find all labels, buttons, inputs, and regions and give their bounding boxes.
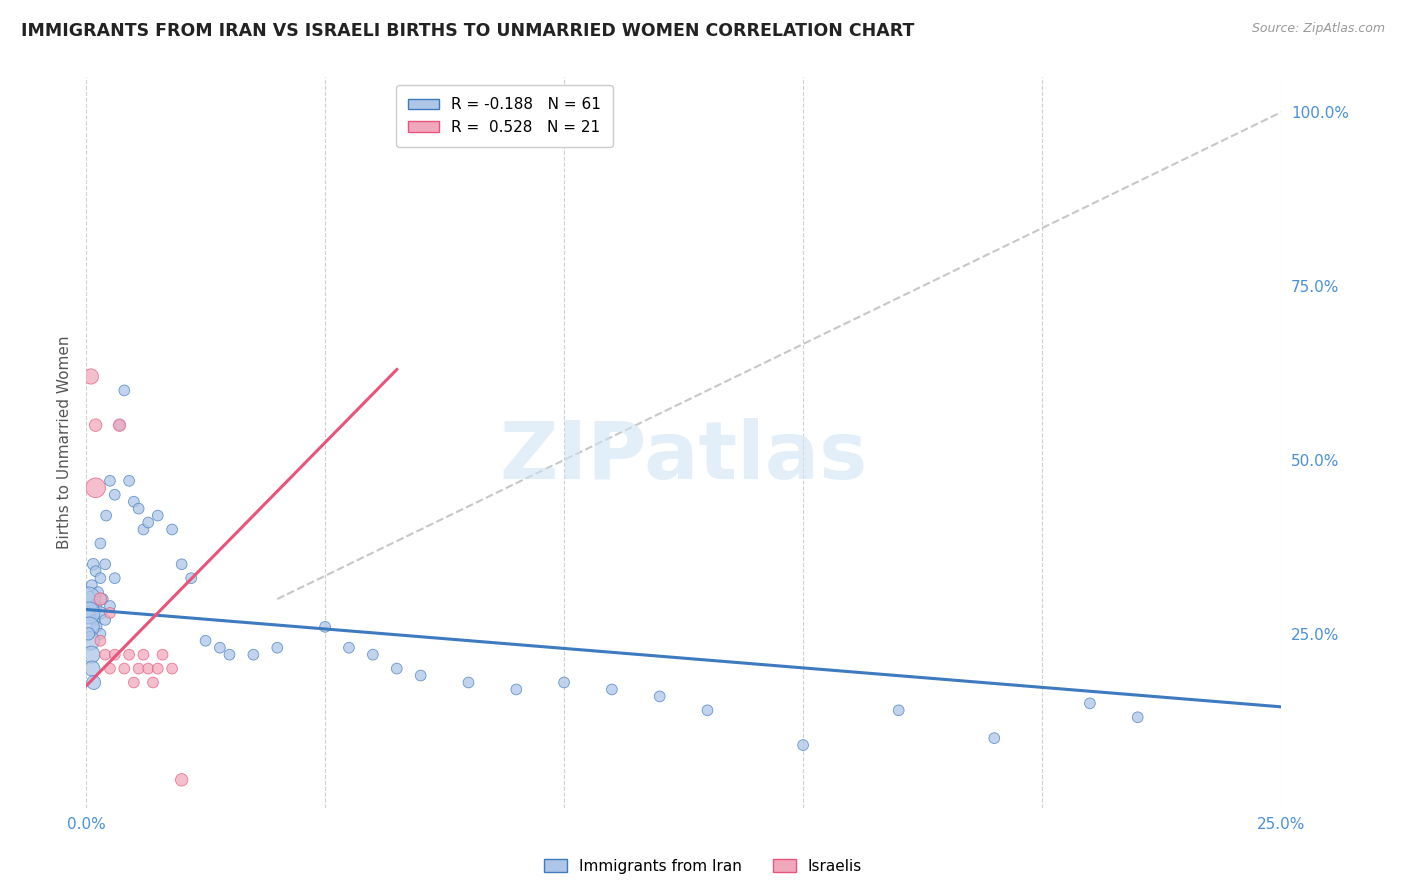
Point: [98, 599, 121, 613]
Point: [98, 606, 121, 620]
Point: [104, 648, 127, 662]
Point: [82, 662, 104, 676]
Point: [505, 682, 527, 697]
Point: [94, 558, 117, 572]
Point: [89, 571, 111, 585]
Point: [242, 648, 264, 662]
Point: [82, 558, 104, 572]
Point: [89, 606, 111, 620]
Point: [112, 662, 135, 676]
Point: [84, 418, 107, 433]
Point: [208, 640, 231, 655]
Point: [108, 418, 131, 433]
Point: [89, 592, 111, 607]
Point: [89, 536, 111, 550]
Point: [696, 703, 718, 717]
Point: [983, 731, 1005, 746]
Point: [136, 662, 159, 676]
Point: [84, 481, 107, 495]
Point: [77, 627, 100, 641]
Point: [91, 592, 114, 607]
Point: [887, 703, 910, 717]
Point: [89, 633, 111, 648]
Point: [77, 592, 100, 607]
Point: [112, 384, 135, 398]
Point: [118, 648, 141, 662]
Point: [170, 558, 193, 572]
Point: [132, 648, 155, 662]
Point: [600, 682, 623, 697]
Point: [194, 633, 217, 648]
Legend: R = -0.188   N = 61, R =  0.528   N = 21: R = -0.188 N = 61, R = 0.528 N = 21: [395, 85, 613, 147]
Point: [136, 516, 159, 530]
Point: [94, 613, 117, 627]
Point: [98, 662, 121, 676]
Point: [337, 640, 360, 655]
Point: [266, 640, 288, 655]
Point: [146, 662, 169, 676]
Y-axis label: Births to Unmarried Women: Births to Unmarried Women: [58, 335, 72, 549]
Point: [94, 508, 117, 523]
Point: [132, 523, 155, 537]
Point: [118, 474, 141, 488]
Point: [457, 675, 479, 690]
Point: [79, 592, 101, 607]
Point: [142, 675, 165, 690]
Point: [83, 613, 105, 627]
Text: ZIPatlas: ZIPatlas: [499, 418, 868, 496]
Point: [122, 494, 145, 508]
Point: [98, 474, 121, 488]
Point: [1126, 710, 1149, 724]
Point: [152, 648, 174, 662]
Point: [648, 690, 671, 704]
Point: [314, 620, 336, 634]
Point: [84, 599, 107, 613]
Point: [160, 523, 183, 537]
Point: [84, 564, 107, 578]
Text: Source: ZipAtlas.com: Source: ZipAtlas.com: [1251, 22, 1385, 36]
Point: [409, 668, 432, 682]
Point: [79, 620, 101, 634]
Point: [80, 648, 103, 662]
Point: [79, 633, 101, 648]
Point: [104, 571, 127, 585]
Point: [86, 620, 108, 634]
Point: [180, 571, 202, 585]
Point: [218, 648, 240, 662]
Point: [87, 585, 110, 599]
Point: [94, 648, 117, 662]
Point: [553, 675, 575, 690]
Point: [160, 662, 183, 676]
Point: [1078, 697, 1101, 711]
Point: [170, 772, 193, 787]
Point: [80, 369, 103, 384]
Point: [128, 501, 150, 516]
Legend: Immigrants from Iran, Israelis: Immigrants from Iran, Israelis: [538, 853, 868, 880]
Text: IMMIGRANTS FROM IRAN VS ISRAELI BIRTHS TO UNMARRIED WOMEN CORRELATION CHART: IMMIGRANTS FROM IRAN VS ISRAELI BIRTHS T…: [21, 22, 914, 40]
Point: [104, 488, 127, 502]
Point: [361, 648, 384, 662]
Point: [80, 606, 103, 620]
Point: [83, 675, 105, 690]
Point: [792, 738, 814, 752]
Point: [80, 578, 103, 592]
Point: [89, 627, 111, 641]
Point: [385, 662, 408, 676]
Point: [128, 662, 150, 676]
Point: [108, 418, 131, 433]
Point: [77, 606, 100, 620]
Point: [146, 508, 169, 523]
Point: [122, 675, 145, 690]
